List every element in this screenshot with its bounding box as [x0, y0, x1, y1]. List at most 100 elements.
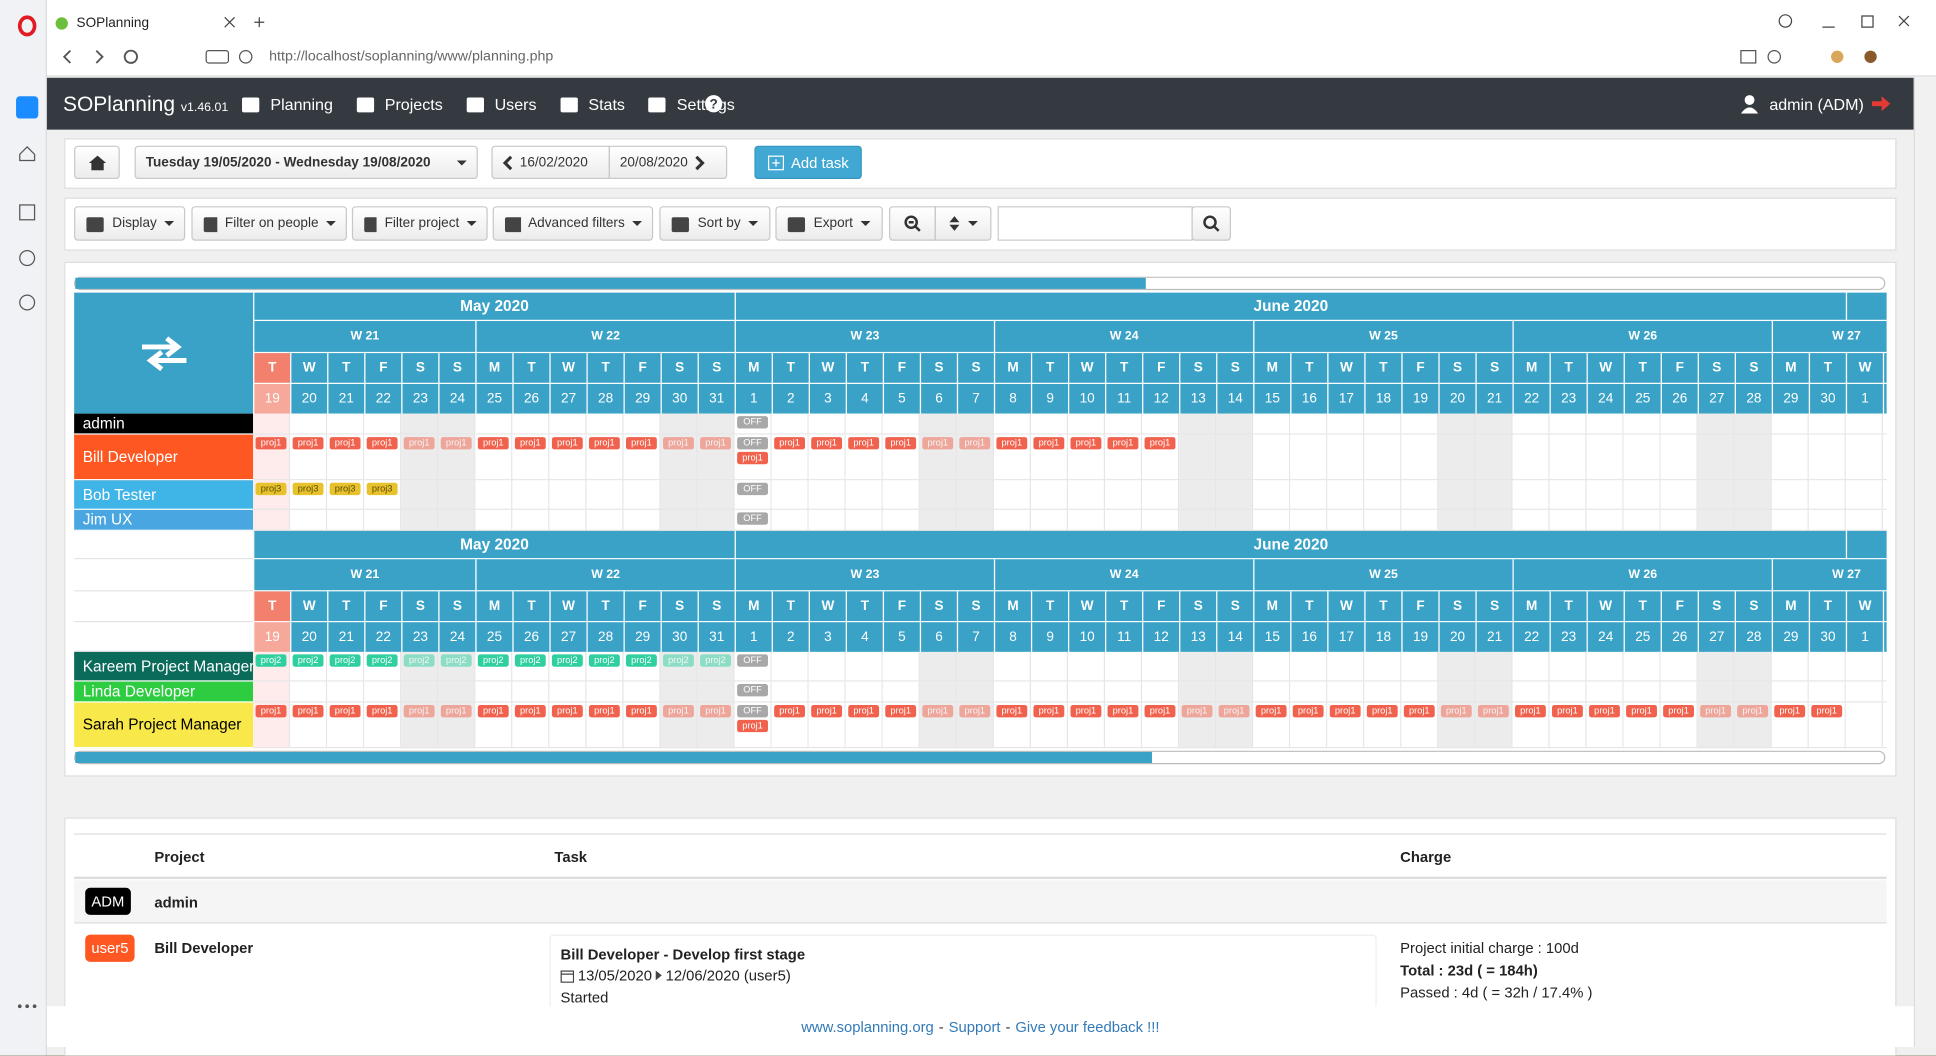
day-cell[interactable]: proj1 [1660, 702, 1698, 749]
user-name[interactable]: Bob Tester [74, 480, 254, 510]
day-cell[interactable] [1845, 509, 1883, 531]
day-cell[interactable] [1734, 509, 1772, 531]
day-cell[interactable] [1216, 480, 1254, 510]
task-badge[interactable]: proj1 [514, 705, 546, 718]
day-cell[interactable]: proj1 [882, 702, 920, 749]
task-badge[interactable]: proj1 [1514, 705, 1546, 718]
day-cell[interactable]: proj1 [549, 702, 587, 749]
day-cell[interactable]: proj2 [290, 651, 328, 682]
task-badge[interactable]: proj1 [811, 705, 843, 718]
date-range-dropdown[interactable]: Tuesday 19/05/2020 - Wednesday 19/08/202… [134, 145, 478, 180]
day-cell[interactable] [1364, 509, 1402, 531]
day-cell[interactable] [882, 651, 920, 682]
day-cell[interactable] [475, 509, 513, 531]
day-cell[interactable] [1549, 651, 1587, 682]
day-cell[interactable] [1549, 480, 1587, 510]
day-cell[interactable] [512, 681, 550, 703]
day-cell[interactable] [549, 509, 587, 531]
task-badge[interactable]: proj1 [996, 437, 1028, 450]
day-cell[interactable] [919, 509, 957, 531]
task-badge[interactable]: proj1 [625, 705, 657, 718]
day-cell[interactable] [845, 681, 883, 703]
day-cell[interactable] [1808, 413, 1846, 435]
day-cell[interactable] [808, 413, 846, 435]
day-cell[interactable]: proj1 [1475, 702, 1513, 749]
day-cell[interactable]: proj1 [438, 702, 476, 749]
day-cell[interactable] [623, 681, 661, 703]
day-cell[interactable] [1882, 413, 1887, 435]
task-badge[interactable]: proj2 [403, 654, 435, 667]
task-badge[interactable]: proj1 [1589, 705, 1620, 718]
day-cell[interactable]: proj1 [1364, 702, 1402, 749]
day-cell[interactable]: OFF [734, 480, 772, 510]
task-badge[interactable]: proj2 [625, 654, 657, 667]
task-badge[interactable]: proj1 [1700, 705, 1732, 718]
day-cell[interactable] [1845, 651, 1883, 682]
day-cell[interactable]: proj1 [512, 702, 550, 749]
day-cell[interactable]: OFF proj1 [734, 434, 772, 481]
day-cell[interactable]: proj1 [475, 434, 513, 481]
day-cell[interactable]: proj2 [586, 651, 624, 682]
day-cell[interactable] [1401, 681, 1439, 703]
day-cell[interactable] [1808, 480, 1846, 510]
day-cell[interactable] [1623, 480, 1661, 510]
day-cell[interactable] [1734, 480, 1772, 510]
day-cell[interactable] [1660, 480, 1698, 510]
day-cell[interactable] [919, 681, 957, 703]
day-cell[interactable]: proj2 [475, 651, 513, 682]
day-cell[interactable]: proj1 [845, 702, 883, 749]
day-cell[interactable] [697, 413, 735, 435]
day-cell[interactable] [438, 413, 476, 435]
day-cell[interactable]: proj2 [549, 651, 587, 682]
day-cell[interactable]: proj1 [1030, 702, 1069, 749]
filter-button[interactable]: Export [775, 206, 883, 241]
day-cell[interactable] [1586, 480, 1624, 510]
day-cell[interactable] [1697, 413, 1735, 435]
task-badge[interactable]: proj1 [403, 705, 435, 718]
day-cell[interactable] [623, 413, 661, 435]
day-cell[interactable] [1660, 509, 1698, 531]
task-badge[interactable]: proj1 [700, 437, 731, 450]
day-cell[interactable] [1697, 434, 1735, 481]
task-badge[interactable]: proj1 [551, 705, 583, 718]
day-cell[interactable]: proj1 [771, 702, 809, 749]
row-height-button[interactable] [934, 206, 992, 241]
day-cell[interactable] [327, 413, 365, 435]
day-cell[interactable] [882, 480, 920, 510]
task-badge[interactable]: proj3 [255, 482, 287, 496]
task-badge[interactable]: proj1 [1181, 705, 1213, 718]
day-cell[interactable]: proj2 [327, 651, 365, 682]
day-cell[interactable] [1438, 434, 1476, 481]
day-cell[interactable] [1401, 509, 1439, 531]
day-cell[interactable] [771, 509, 809, 531]
nav-item[interactable]: Projects [355, 94, 443, 113]
day-cell[interactable] [1068, 651, 1106, 682]
task-badge[interactable]: proj1 [1033, 437, 1065, 450]
day-cell[interactable] [660, 509, 698, 531]
day-cell[interactable] [1475, 413, 1513, 435]
day-cell[interactable] [1030, 509, 1069, 531]
day-cell[interactable]: proj1 [1586, 702, 1624, 749]
home-button[interactable] [74, 145, 120, 180]
day-cell[interactable] [956, 651, 994, 682]
day-cell[interactable] [1179, 480, 1217, 510]
task-badge[interactable]: OFF [737, 705, 768, 718]
day-cell[interactable] [771, 651, 809, 682]
day-cell[interactable] [993, 413, 1031, 435]
day-cell[interactable] [660, 413, 698, 435]
day-cell[interactable] [1512, 651, 1550, 682]
nav-user[interactable]: admin (ADM) [1769, 95, 1864, 114]
day-cell[interactable] [1882, 702, 1887, 749]
day-cell[interactable] [1105, 413, 1143, 435]
day-cell[interactable]: proj3 [327, 480, 365, 510]
day-cell[interactable] [1845, 681, 1883, 703]
day-cell[interactable] [1808, 509, 1846, 531]
day-cell[interactable] [1623, 651, 1661, 682]
task-badge[interactable]: proj2 [551, 654, 583, 667]
task-badge[interactable]: proj1 [1329, 705, 1361, 718]
day-cell[interactable] [1327, 681, 1365, 703]
day-cell[interactable] [1105, 509, 1143, 531]
day-cell[interactable]: proj1 [549, 434, 587, 481]
day-cell[interactable]: proj1 [475, 702, 513, 749]
user-name[interactable]: Kareem Project Manager [74, 651, 254, 682]
